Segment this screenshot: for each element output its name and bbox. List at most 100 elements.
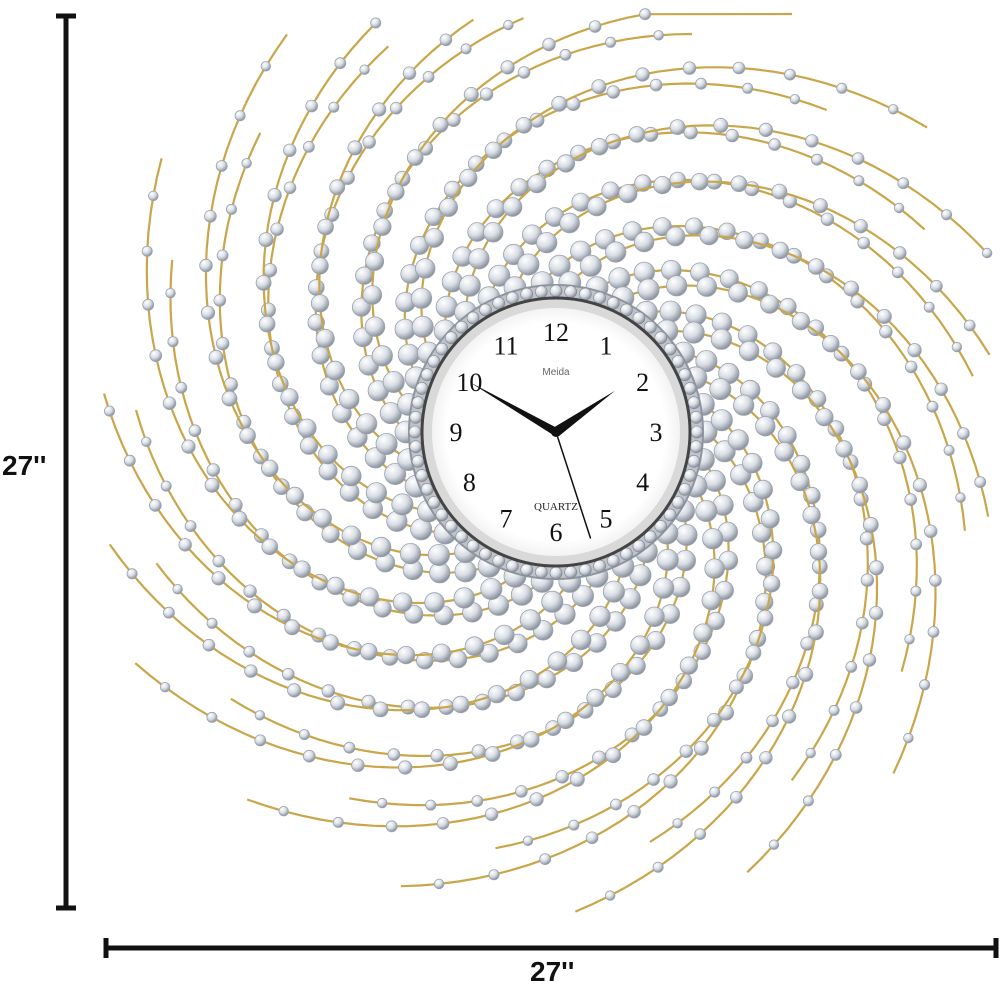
crystal-gem: [696, 276, 718, 297]
spiral-arm: [262, 22, 429, 513]
crystal-gem: [652, 217, 672, 237]
bezel-crystal: [534, 285, 548, 299]
crystal-gem: [200, 305, 216, 320]
crystal-gem: [695, 499, 718, 522]
bezel-crystal: [689, 440, 703, 454]
crystal-gem: [364, 316, 386, 337]
clock-hands: [469, 382, 615, 539]
bezel-crystal: [444, 331, 458, 345]
bezel-crystals: [408, 284, 704, 580]
crystal-gem: [215, 160, 228, 172]
crystal-gem: [710, 328, 733, 350]
crystal-gem: [321, 684, 336, 698]
crystal-gem: [570, 629, 592, 651]
crystal-gem: [768, 138, 781, 151]
crystal-gem: [297, 418, 317, 438]
crystal-gem: [771, 183, 788, 200]
crystal-gem: [370, 17, 382, 29]
crystal-gem: [760, 509, 780, 529]
crystal-gem: [542, 37, 556, 52]
crystal-gem: [332, 816, 344, 828]
crystal-gem: [669, 119, 686, 135]
crystal-gem: [855, 616, 869, 630]
crystal-gem: [893, 202, 905, 214]
numeral-4: 4: [636, 468, 649, 497]
bezel-crystal: [671, 355, 685, 368]
crystal-gem: [208, 349, 224, 365]
bezel-crystal: [479, 303, 492, 317]
crystal-gem: [807, 258, 825, 275]
crystal-gem: [400, 699, 416, 715]
crystal-gem: [789, 93, 801, 105]
crystal-gem: [781, 709, 797, 724]
crystal-gem: [262, 263, 278, 278]
numeral-5: 5: [600, 505, 613, 534]
crystal-gem: [261, 538, 279, 556]
bezel-crystal: [687, 454, 701, 468]
crystal-gem: [618, 184, 638, 204]
crystal-gem: [392, 592, 413, 613]
crystal-gem: [502, 197, 523, 217]
crystal-gem: [527, 174, 547, 194]
crystal-gem: [484, 807, 499, 821]
crystal-gem: [104, 405, 116, 417]
crystal-gem: [260, 302, 276, 318]
crystal-gem: [777, 426, 797, 446]
crystal-gem: [330, 695, 346, 711]
crystal-gem: [605, 241, 627, 263]
crystal-gem: [328, 101, 340, 113]
crystal-gem: [811, 582, 829, 600]
crystal-gem: [835, 440, 853, 458]
crystal-gem: [660, 688, 678, 707]
crystal-gem: [443, 180, 462, 199]
crystal-gem: [604, 680, 622, 699]
crystal-gem: [142, 298, 155, 311]
crystal-gem: [435, 295, 458, 318]
crystal-gem: [579, 254, 602, 277]
crystal-gem: [851, 152, 865, 165]
bezel-crystal: [520, 287, 534, 301]
crystal-gem: [334, 57, 347, 70]
crystal-gem: [710, 409, 733, 432]
bezel-crystal: [420, 368, 434, 382]
bezel-crystal: [409, 440, 423, 454]
crystal-gem: [808, 624, 824, 641]
bezel-crystal: [687, 396, 701, 410]
crystal-gem: [460, 43, 472, 55]
crystal-gem: [188, 424, 202, 438]
crystal-gem: [893, 450, 907, 465]
crystal-gem: [359, 587, 379, 607]
crystal-gem: [267, 353, 285, 372]
bezel-crystal: [678, 368, 692, 382]
crystal-gem: [438, 197, 458, 217]
crystal-gem: [312, 508, 332, 528]
crystal-gem: [360, 643, 378, 661]
crystal-gem: [287, 683, 302, 698]
crystal-gem: [857, 236, 870, 250]
crystal-gem: [213, 294, 227, 307]
crystal-gem: [766, 358, 786, 378]
crystal-gem: [385, 820, 398, 833]
crystal-gem: [875, 396, 891, 413]
crystal-gem: [809, 543, 828, 561]
crystal-gem: [372, 701, 389, 718]
crystal-gem: [802, 505, 821, 525]
numeral-11: 11: [493, 331, 518, 360]
bezel-crystal: [578, 287, 592, 301]
crystal-gem: [893, 246, 907, 260]
crystal-gem: [904, 634, 915, 645]
crystal-gem: [321, 524, 340, 544]
crystal-gem: [605, 36, 617, 48]
crystal-gem: [204, 210, 217, 223]
crystal-gem: [791, 312, 811, 331]
crystal-gem: [853, 219, 868, 234]
crystal-gem: [758, 122, 774, 137]
crystal-gem: [365, 482, 387, 504]
crystal-gem: [362, 135, 376, 149]
crystal-gem: [768, 839, 780, 850]
crystal-gem: [484, 746, 501, 762]
center-cap: [551, 427, 561, 437]
crystal-gem: [362, 285, 383, 305]
crystal-gem: [694, 828, 707, 840]
